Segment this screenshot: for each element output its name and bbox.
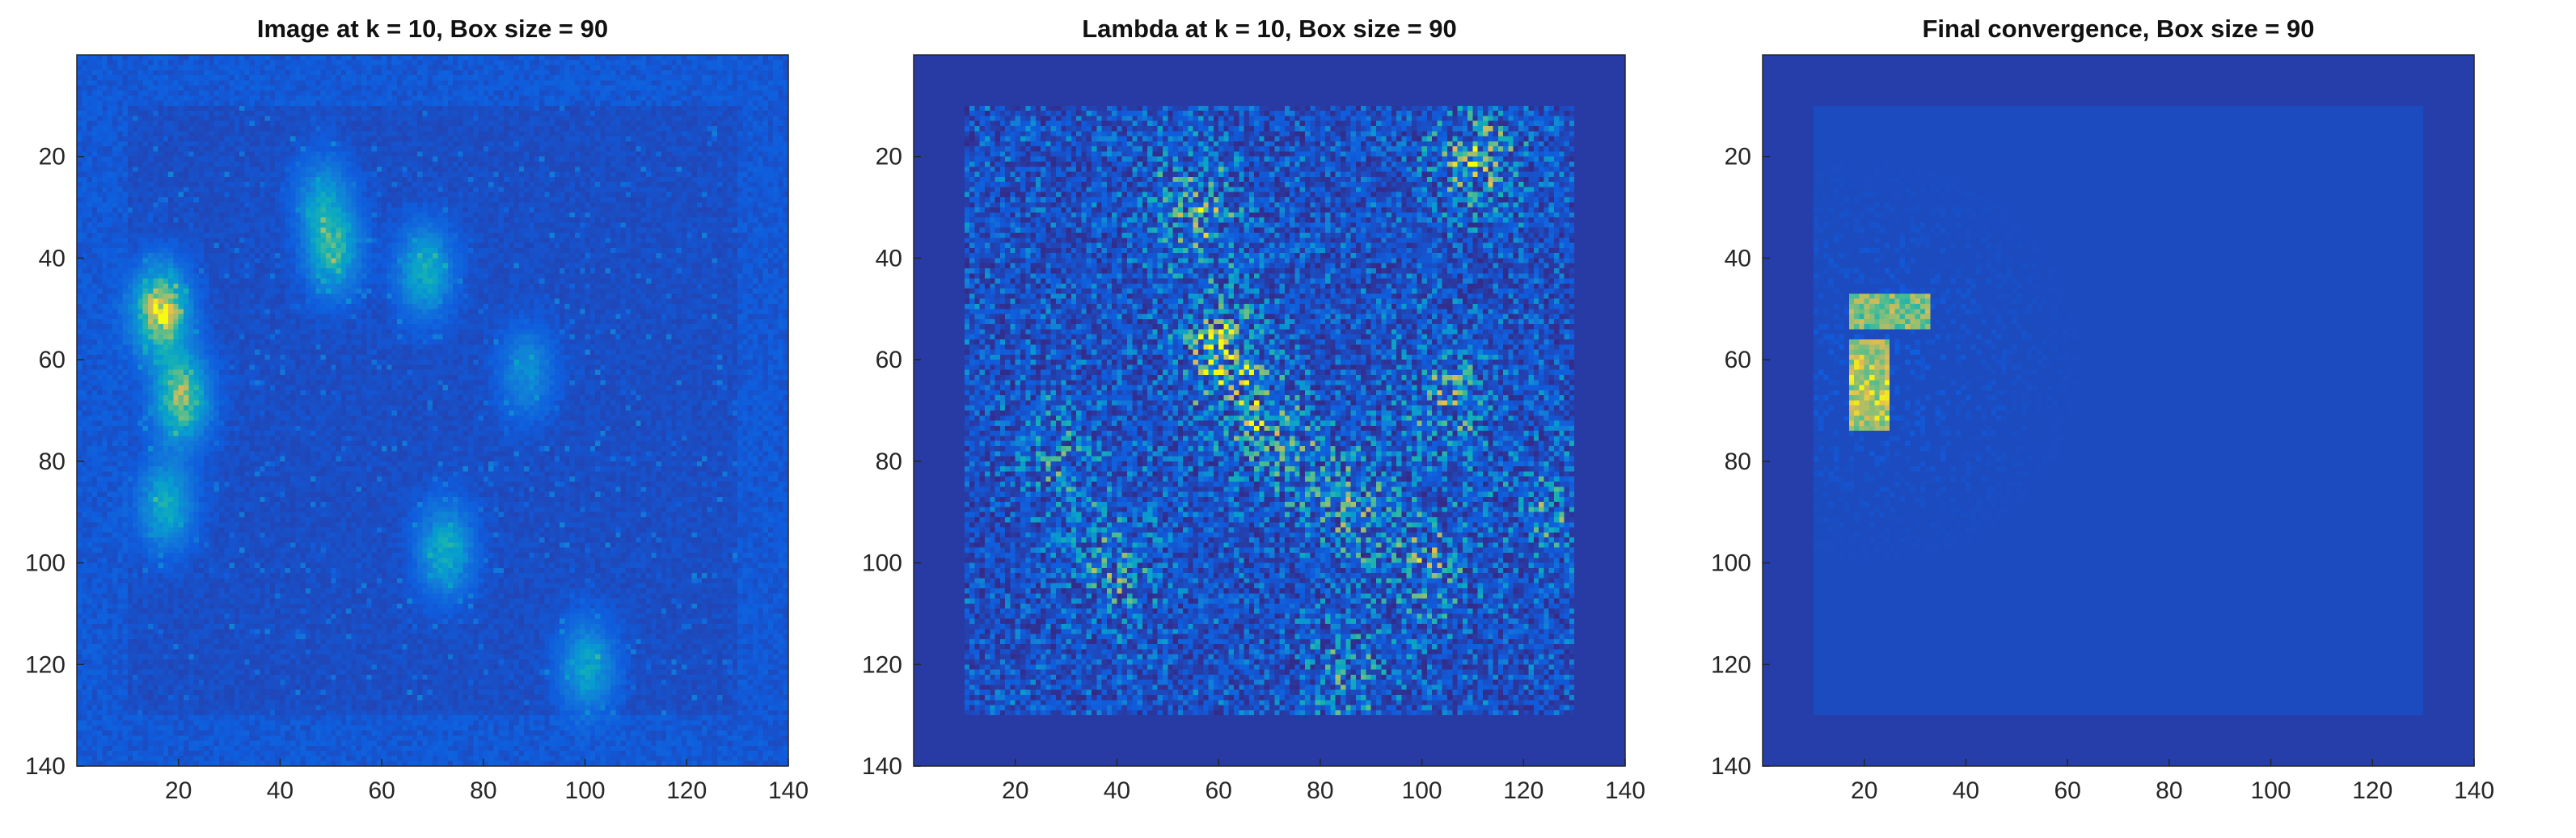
y-tick-label: 140 xyxy=(25,753,65,780)
y-tick-label: 80 xyxy=(39,448,65,475)
y-tick-label: 140 xyxy=(1711,753,1751,780)
y-tick-label: 100 xyxy=(25,550,65,577)
axes-frame xyxy=(1762,54,2475,767)
heatmap-image xyxy=(77,55,788,766)
x-tick-label: 100 xyxy=(2251,777,2291,804)
x-tick-label: 20 xyxy=(165,777,192,804)
heatmap-lambda xyxy=(914,55,1625,766)
chart-title: Final convergence, Box size = 90 xyxy=(1922,15,2315,43)
x-tick-label: 80 xyxy=(470,777,496,804)
y-tick-label: 80 xyxy=(1725,448,1751,475)
y-tick-label: 40 xyxy=(39,245,65,272)
chart-title: Lambda at k = 10, Box size = 90 xyxy=(1082,15,1457,43)
x-tick-label: 140 xyxy=(1605,777,1645,804)
y-tick-label: 20 xyxy=(39,144,65,171)
chart-title: Image at k = 10, Box size = 90 xyxy=(256,15,609,43)
x-tick-label: 80 xyxy=(2156,777,2182,804)
y-tick-label: 80 xyxy=(876,448,902,475)
x-tick-label: 20 xyxy=(1002,777,1028,804)
x-tick-label: 140 xyxy=(2454,777,2494,804)
heatmap-final xyxy=(1763,55,2474,766)
y-tick-label: 20 xyxy=(876,144,902,171)
y-tick-label: 40 xyxy=(876,245,902,272)
axes-frame xyxy=(913,54,1626,767)
x-tick-label: 120 xyxy=(1503,777,1543,804)
x-tick-label: 60 xyxy=(1205,777,1231,804)
y-tick-label: 60 xyxy=(1725,347,1751,373)
x-tick-label: 40 xyxy=(1953,777,1979,804)
axes-frame xyxy=(76,54,789,767)
x-tick-label: 20 xyxy=(1851,777,1877,804)
y-tick-label: 120 xyxy=(862,651,902,678)
y-tick-label: 60 xyxy=(876,347,902,373)
y-tick-label: 40 xyxy=(1725,245,1751,272)
x-tick-label: 120 xyxy=(2352,777,2392,804)
x-tick-label: 60 xyxy=(2054,777,2080,804)
y-tick-label: 120 xyxy=(1711,651,1751,678)
x-tick-label: 40 xyxy=(1104,777,1130,804)
x-tick-label: 140 xyxy=(768,777,809,804)
x-tick-label: 100 xyxy=(1402,777,1442,804)
y-tick-label: 120 xyxy=(25,651,65,678)
y-tick-label: 100 xyxy=(862,550,902,577)
y-tick-label: 60 xyxy=(39,347,65,373)
x-tick-label: 100 xyxy=(565,777,606,804)
x-tick-label: 40 xyxy=(267,777,293,804)
y-tick-label: 140 xyxy=(862,753,902,780)
x-tick-label: 60 xyxy=(368,777,395,804)
y-tick-label: 20 xyxy=(1725,144,1751,171)
x-tick-label: 120 xyxy=(666,777,707,804)
y-tick-label: 100 xyxy=(1711,550,1751,577)
x-tick-label: 80 xyxy=(1307,777,1333,804)
